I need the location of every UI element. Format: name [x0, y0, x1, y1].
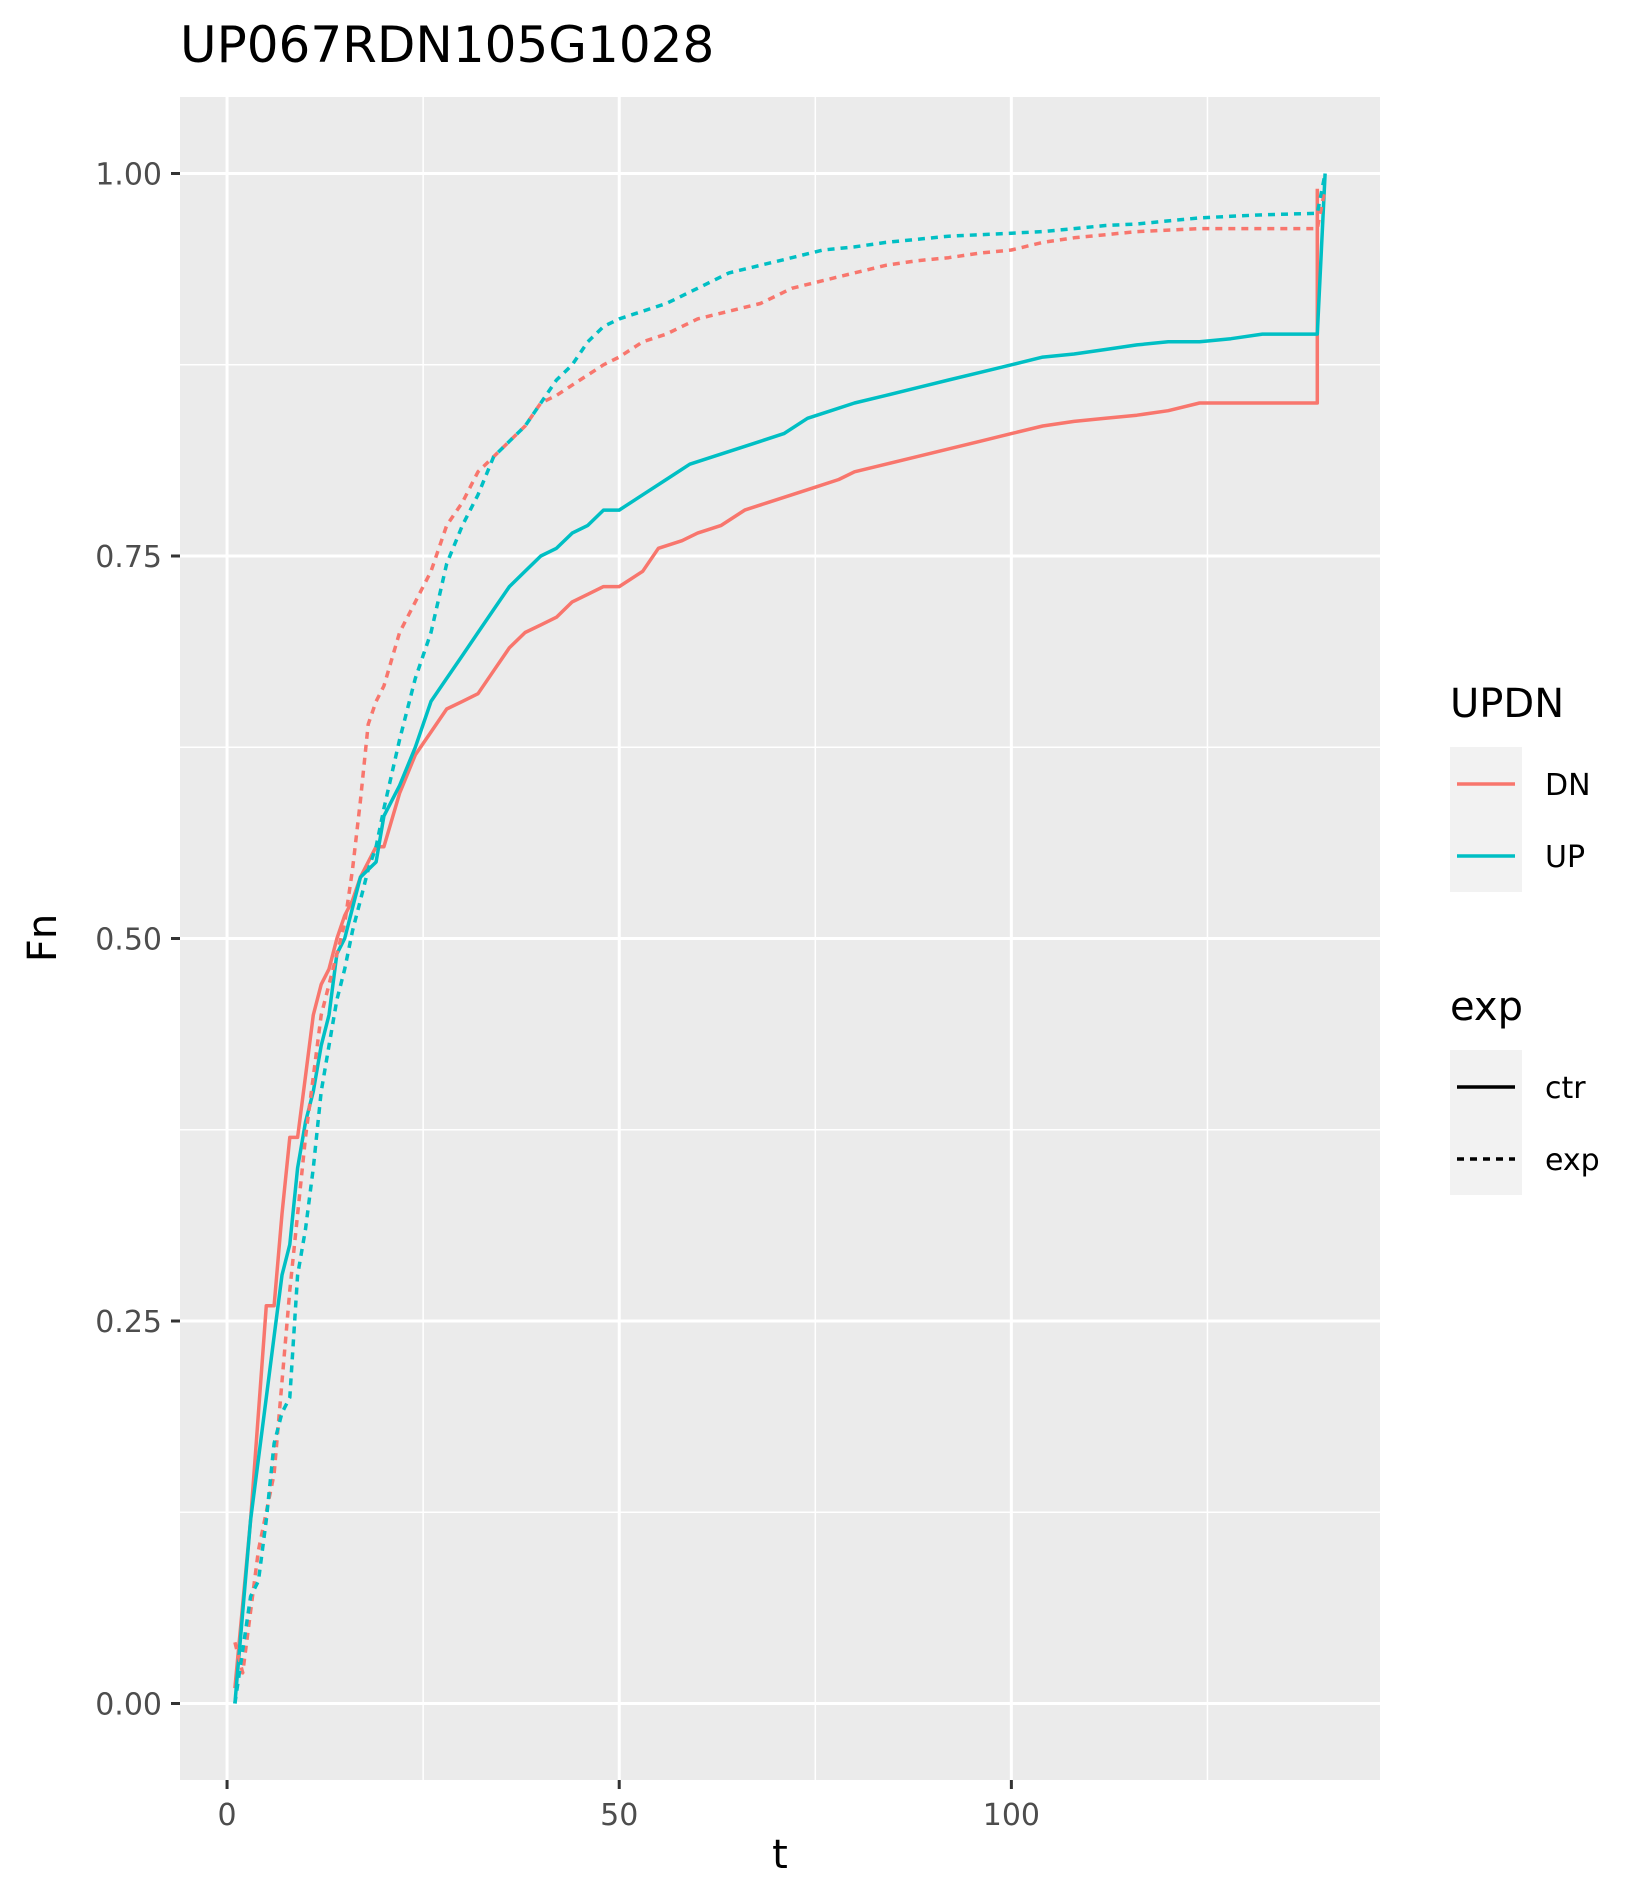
- major-gridlines: [180, 97, 1380, 1780]
- legend-updn: UPDN DN UP: [1450, 681, 1591, 892]
- legend-exp: exp ctr exp: [1450, 984, 1600, 1195]
- legend-title-exp: exp: [1450, 984, 1523, 1030]
- y-axis-title: Fn: [20, 914, 66, 962]
- legend-label-exp: exp: [1545, 1143, 1600, 1178]
- series-dn-ctr: [233, 188, 1320, 1689]
- legend-label-ctr: ctr: [1545, 1071, 1586, 1106]
- y-tick-label-0.75: 0.75: [95, 540, 162, 575]
- y-tick-label-0.00: 0.00: [95, 1688, 162, 1723]
- y-tick-label-1.00: 1.00: [95, 158, 162, 193]
- x-tick-labels: 0 50 100: [218, 1798, 1040, 1833]
- series-up-ctr: [233, 173, 1327, 1704]
- series-up-exp: [233, 173, 1327, 1704]
- series-layer: [233, 173, 1327, 1704]
- x-tick-label-100: 100: [983, 1798, 1040, 1833]
- x-tick-label-50: 50: [600, 1798, 638, 1833]
- legend-label-up: UP: [1545, 840, 1585, 875]
- x-tick-label-0: 0: [218, 1798, 237, 1833]
- chart-title: UP067RDN105G1028: [180, 16, 714, 74]
- legend-keys-bg-updn: [1450, 747, 1522, 892]
- series-dn-exp: [233, 188, 1327, 1675]
- axis-ticks: [171, 172, 1013, 1789]
- legend-keys-bg-exp: [1450, 1050, 1522, 1195]
- legend-title-updn: UPDN: [1450, 681, 1564, 727]
- y-tick-label-0.25: 0.25: [95, 1305, 162, 1340]
- y-tick-labels: 0.00 0.25 0.50 0.75 1.00: [95, 158, 162, 1723]
- legend-label-dn: DN: [1545, 768, 1591, 803]
- x-axis-title: t: [772, 1832, 788, 1878]
- y-tick-label-0.50: 0.50: [95, 923, 162, 958]
